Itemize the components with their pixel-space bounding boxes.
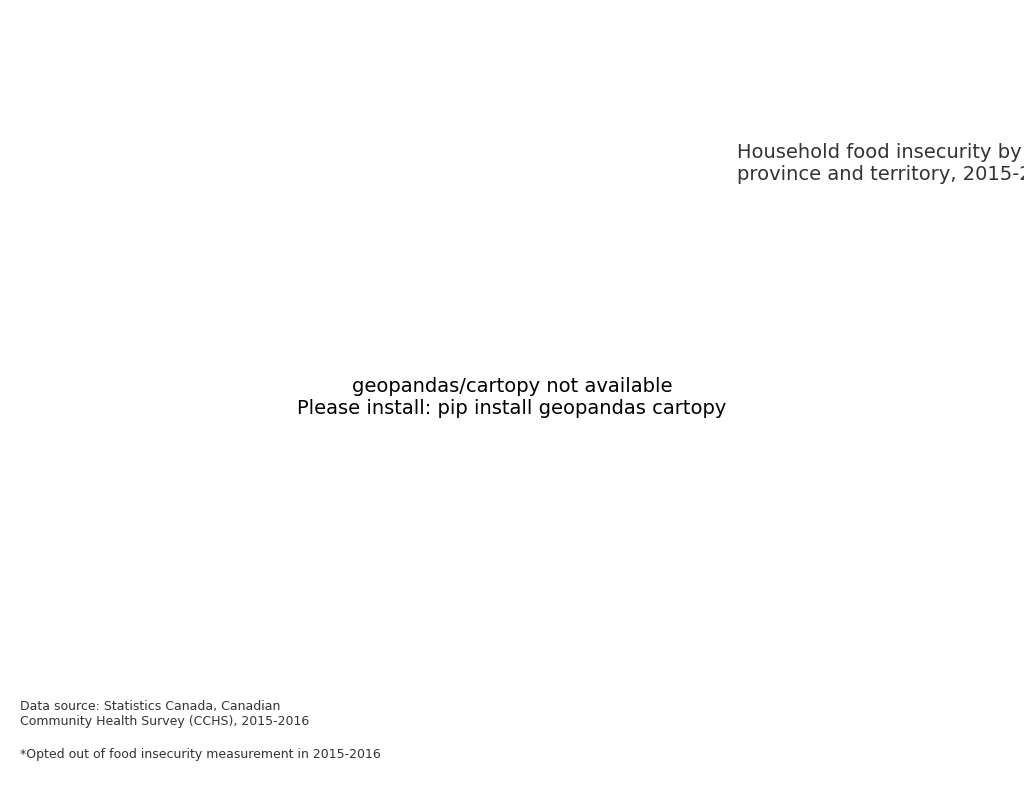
Text: Data source: Statistics Canada, Canadian
Community Health Survey (CCHS), 2015-20: Data source: Statistics Canada, Canadian… (20, 700, 309, 728)
Text: geopandas/cartopy not available
Please install: pip install geopandas cartopy: geopandas/cartopy not available Please i… (297, 377, 727, 419)
Text: *Opted out of food insecurity measurement in 2015-2016: *Opted out of food insecurity measuremen… (20, 748, 381, 761)
Text: Household food insecurity by
province and territory, 2015-2016: Household food insecurity by province an… (737, 143, 1024, 185)
